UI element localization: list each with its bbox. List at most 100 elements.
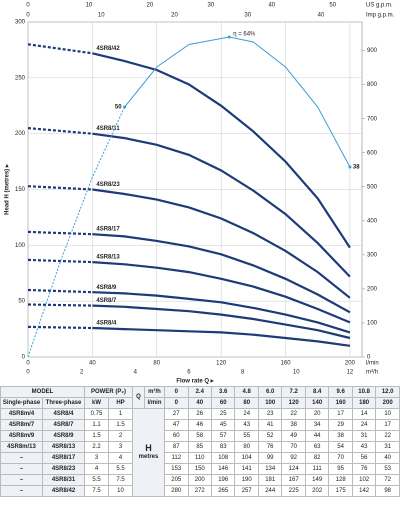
value-cell: 110 bbox=[187, 452, 212, 464]
value-cell: 1.1 bbox=[84, 419, 110, 431]
imp-axis-tick-label: 20 bbox=[171, 13, 178, 19]
imp-axis-tick-label: 40 bbox=[318, 13, 325, 19]
y2-tick-label: 0 bbox=[367, 355, 371, 361]
x-axis-title: Flow rate Q ▸ bbox=[176, 379, 214, 385]
value-cell: 102 bbox=[351, 474, 377, 486]
model-cell: – bbox=[0, 485, 43, 497]
y-tick-label: 250 bbox=[15, 75, 26, 81]
value-cell: 46 bbox=[187, 419, 212, 431]
value-cell: 85 bbox=[187, 441, 212, 453]
value-cell: 112 bbox=[164, 452, 189, 464]
pump-curve bbox=[27, 325, 93, 330]
us-axis-tick-label: 0 bbox=[26, 3, 30, 9]
value-cell: 3 bbox=[108, 441, 134, 453]
value-cell: 265 bbox=[210, 485, 236, 497]
imp-axis-tick-label: 10 bbox=[98, 13, 105, 19]
pump-curve bbox=[92, 304, 351, 340]
value-cell: 149 bbox=[304, 474, 330, 486]
flow-cell: 200 bbox=[375, 397, 400, 409]
value-cell: 24 bbox=[351, 419, 377, 431]
header-cell: Q bbox=[132, 386, 146, 409]
value-cell: 43 bbox=[351, 441, 377, 453]
m3h-axis-tick-label: 4 bbox=[134, 370, 138, 376]
pump-curve bbox=[92, 291, 351, 334]
curve-label: 4SR8/23 bbox=[96, 182, 120, 188]
table-row: 4SR8m/13 4SR8/13 2.2 3 87 85 83 80 76 70 63 54 43 31 bbox=[0, 441, 400, 453]
us-axis-tick-label: 40 bbox=[268, 3, 275, 9]
value-cell: 4 bbox=[108, 452, 134, 464]
curve-label: 4SR8/9 bbox=[96, 285, 117, 291]
flow-cell: 40 bbox=[187, 397, 212, 409]
pump-curve bbox=[92, 52, 351, 249]
x-tick-label: 160 bbox=[281, 361, 292, 367]
x-tick-label: 0 bbox=[26, 361, 30, 367]
flow-cell: 9.6 bbox=[328, 386, 353, 398]
table-row: –4SR8/17 3 4 112 110 108 104 99 92 82 70 56 40 bbox=[0, 452, 400, 464]
flow-cell: 80 bbox=[234, 397, 259, 409]
flow-cell: 180 bbox=[351, 397, 377, 409]
value-cell: 98 bbox=[375, 485, 400, 497]
pump-curve bbox=[27, 43, 93, 55]
value-cell: 17 bbox=[375, 419, 400, 431]
chart: 0501001502002503000100200300400500600700… bbox=[5, 3, 395, 385]
curve-label: 4SR8/31 bbox=[96, 126, 120, 132]
y2-tick-label: 400 bbox=[367, 218, 378, 224]
value-cell: 23 bbox=[257, 408, 283, 420]
flow-cell: 0 bbox=[164, 397, 189, 409]
value-cell: 92 bbox=[281, 452, 306, 464]
pump-curve bbox=[92, 132, 351, 278]
model-cell: 4SR8m/4 bbox=[0, 408, 43, 420]
header-cell: MODEL bbox=[0, 386, 86, 398]
value-cell: 55 bbox=[234, 430, 259, 442]
value-cell: 1.5 bbox=[84, 430, 110, 442]
value-cell: 200 bbox=[187, 474, 212, 486]
y-tick-label: 50 bbox=[18, 299, 25, 305]
value-cell: 3 bbox=[84, 452, 110, 464]
y2-tick-label: 300 bbox=[367, 252, 378, 258]
y2-tick-label: 800 bbox=[367, 82, 378, 88]
pump-curve bbox=[92, 261, 351, 324]
y-tick-label: 0 bbox=[22, 355, 26, 361]
value-cell: 10 bbox=[108, 485, 134, 497]
model-cell: 4SR8/42 bbox=[41, 485, 86, 497]
flow-cell: 100 bbox=[257, 397, 283, 409]
model-cell: 4SR8/23 bbox=[41, 463, 86, 475]
model-cell: 4SR8m/13 bbox=[0, 441, 43, 453]
table-row: 4SR8m/7 4SR8/7 1.1 1.5 47 46 45 43 41 38 34 29 24 17 bbox=[0, 419, 400, 431]
value-cell: 72 bbox=[375, 474, 400, 486]
value-cell: 141 bbox=[234, 463, 259, 475]
y2-tick-label: 700 bbox=[367, 116, 378, 122]
flow-cell: 120 bbox=[281, 397, 306, 409]
curve-label: 4SR8/4 bbox=[96, 321, 117, 327]
value-cell: 95 bbox=[328, 463, 353, 475]
value-cell: 40 bbox=[375, 452, 400, 464]
flow-cell: 4.8 bbox=[234, 386, 259, 398]
flow-cell: 2.4 bbox=[187, 386, 212, 398]
value-cell: 82 bbox=[304, 452, 330, 464]
pump-curve bbox=[27, 258, 93, 264]
value-cell: 142 bbox=[351, 485, 377, 497]
header-cell: m³/h bbox=[144, 386, 166, 398]
value-cell: 22 bbox=[281, 408, 306, 420]
pump-curve bbox=[92, 326, 351, 347]
pump-curve bbox=[27, 303, 93, 307]
value-cell: 225 bbox=[281, 485, 306, 497]
m3h-axis-tick-label: 10 bbox=[293, 370, 300, 376]
flow-cell: 7.2 bbox=[281, 386, 306, 398]
model-cell: 4SR8m/7 bbox=[0, 419, 43, 431]
efficiency-point bbox=[123, 105, 127, 109]
value-cell: 57 bbox=[210, 430, 236, 442]
us-axis-tick-label: 50 bbox=[329, 3, 336, 9]
value-cell: 60 bbox=[164, 430, 189, 442]
value-cell: 205 bbox=[164, 474, 189, 486]
model-cell: – bbox=[0, 463, 43, 475]
us-axis-tick-label: 30 bbox=[208, 3, 215, 9]
pump-curve bbox=[27, 288, 93, 294]
m3h-axis-tick-label: 12 bbox=[347, 370, 354, 376]
value-cell: 70 bbox=[281, 441, 306, 453]
x-tick-label: 120 bbox=[216, 361, 227, 367]
value-cell: 17 bbox=[328, 408, 353, 420]
model-cell: 4SR8/9 bbox=[41, 430, 86, 442]
